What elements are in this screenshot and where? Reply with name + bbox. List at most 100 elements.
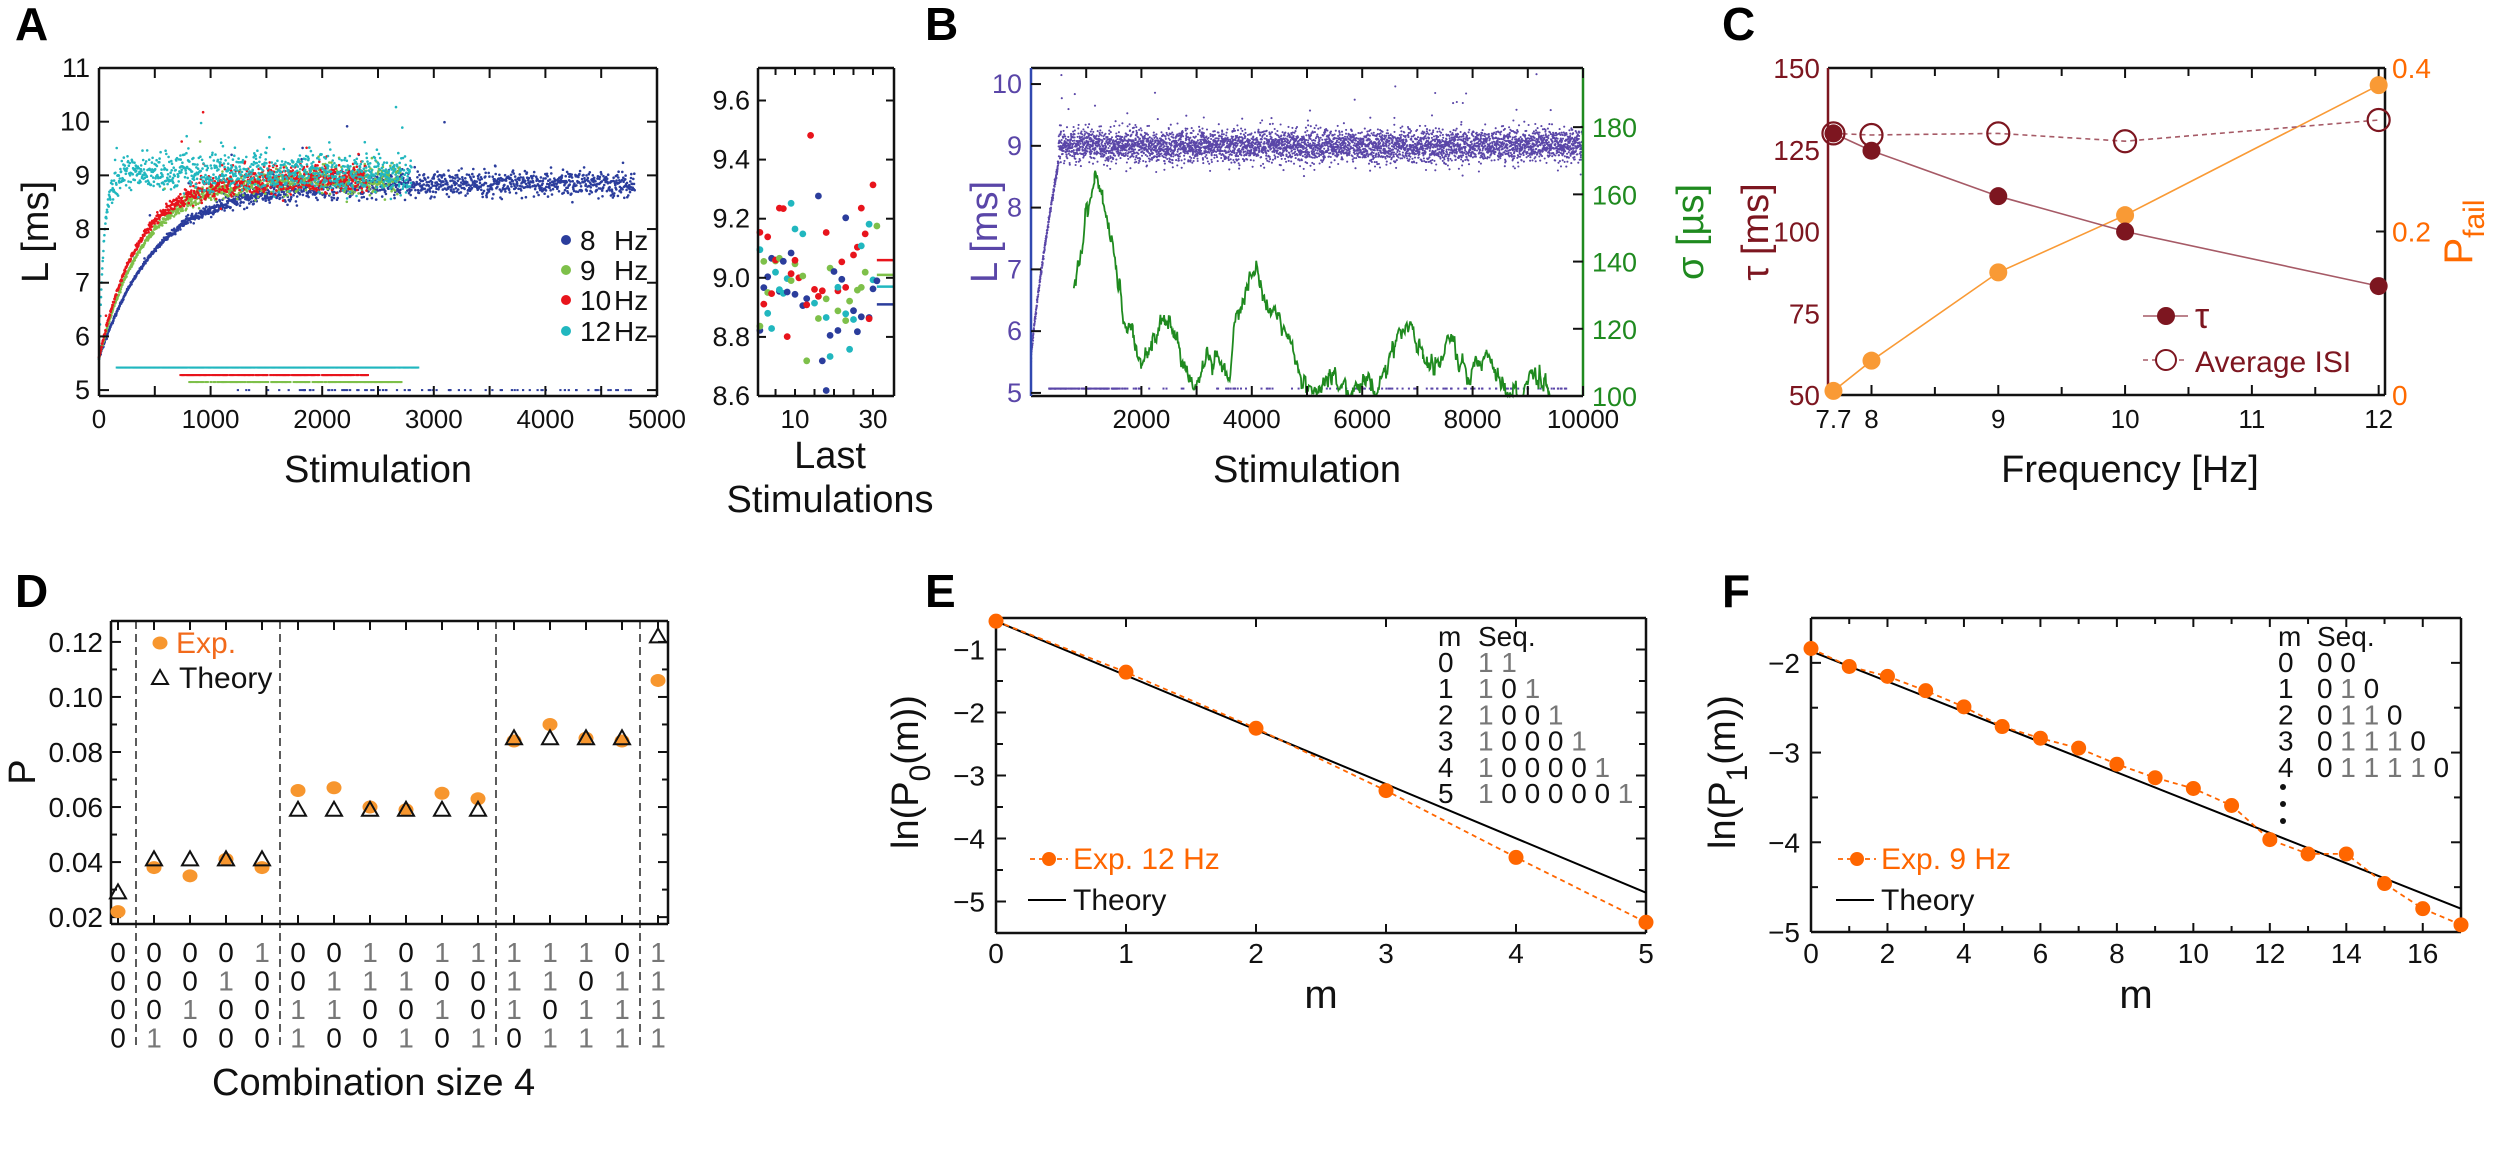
scatter-point-8hz (412, 186, 416, 189)
scatter-point-12hz (258, 160, 261, 164)
scatter-point-8hz (457, 169, 461, 172)
failure-mark-8hz (463, 389, 467, 392)
scatter-point-12hz (161, 175, 164, 178)
scatter-point-8hz (455, 173, 459, 177)
scatter-point-12hz (378, 178, 382, 181)
scatter-point-8hz (390, 175, 393, 178)
scatter-point-12hz (309, 149, 313, 153)
scatter-point-8hz (610, 190, 614, 193)
scatter-point-8hz (453, 177, 457, 180)
scatter-point-12hz (245, 174, 249, 178)
scatter-point-12hz (101, 256, 105, 260)
scatter-point-12hz (277, 191, 281, 194)
scatter-point-8hz (588, 192, 591, 196)
scatter-point-8hz (491, 175, 495, 178)
scatter-point-12hz (367, 165, 371, 168)
scatter-point-8hz (403, 198, 407, 202)
scatter-point-10hz (156, 211, 159, 214)
scatter-point-12hz (320, 185, 323, 188)
scatter-point-10hz (179, 205, 182, 208)
scatter-point-12hz (347, 181, 351, 185)
scatter-point-9hz (321, 191, 324, 195)
scatter-point-12hz (133, 178, 137, 182)
scatter-point-8hz (512, 172, 516, 175)
scatter-point-12hz (257, 178, 261, 181)
scatter-point-12hz (401, 187, 405, 190)
scatter-point-8hz (332, 193, 336, 197)
scatter-point-8hz (399, 188, 402, 192)
scatter-point-9hz (368, 193, 372, 197)
scatter-point-8hz (240, 200, 243, 204)
scatter-point-10hz (345, 175, 349, 178)
scatter-point-10hz (325, 192, 328, 195)
scatter-point-12hz (303, 168, 307, 172)
scatter-point-8hz (557, 190, 561, 193)
scatter-point-8hz (585, 174, 588, 177)
scatter-point-10hz (264, 188, 267, 191)
scatter-point-12hz (194, 182, 198, 186)
scatter-point-12hz (170, 162, 174, 165)
scatter-point-8hz (616, 173, 619, 177)
scatter-point-12hz (282, 147, 286, 151)
scatter-point-12hz (183, 175, 187, 179)
scatter-point-8hz (295, 204, 299, 207)
scatter-point-12hz (222, 177, 225, 180)
scatter-point-9hz (242, 194, 245, 197)
scatter-point-12hz (134, 169, 138, 173)
scatter-point-8hz (527, 176, 531, 180)
scatter-point-8hz (252, 202, 255, 206)
scatter-point-8hz (430, 195, 433, 198)
scatter-point-8hz (472, 175, 475, 178)
scatter-point-12hz (124, 184, 128, 187)
scatter-point-12hz (113, 158, 117, 162)
scatter-point-12hz (264, 158, 268, 161)
scatter-point-8hz (615, 188, 618, 191)
scatter-point-8hz (455, 182, 458, 185)
scatter-point-12hz (252, 163, 255, 167)
scatter-point-8hz (195, 212, 198, 215)
scatter-point-12hz (366, 160, 369, 163)
scatter-point-12hz (308, 146, 311, 149)
scatter-point-12hz (378, 156, 382, 160)
scatter-point-12hz (381, 163, 385, 167)
scatter-point-12hz (356, 181, 359, 184)
scatter-point-12hz (190, 170, 194, 173)
scatter-point-12hz (295, 169, 299, 173)
scatter-point-12hz (219, 157, 223, 161)
scatter-point-12hz (348, 178, 351, 182)
failure-mark-8hz (421, 389, 424, 392)
scatter-point-8hz (595, 185, 598, 188)
scatter-point-8hz (144, 261, 147, 265)
scatter-point-9hz (152, 231, 155, 235)
scatter-point-12hz (357, 170, 361, 174)
scatter-point-12hz (141, 149, 144, 152)
scatter-point-12hz (335, 164, 338, 167)
scatter-point-12hz (324, 157, 328, 160)
scatter-point-12hz (375, 148, 379, 151)
scatter-point-12hz (123, 178, 126, 182)
scatter-point-9hz (186, 204, 189, 208)
scatter-point-8hz (580, 177, 584, 181)
scatter-point-10hz (360, 190, 364, 194)
scatter-point-12hz (353, 178, 357, 182)
scatter-point-8hz (464, 177, 467, 180)
scatter-point-12hz (194, 185, 198, 189)
scatter-point-8hz (349, 194, 352, 198)
scatter-point-10hz (210, 184, 214, 187)
scatter-point-10hz (214, 186, 218, 190)
failure-mark-10hz (252, 374, 255, 377)
scatter-point-12hz (282, 169, 286, 173)
scatter-point-8hz (336, 196, 340, 200)
scatter-point-12hz (236, 183, 239, 187)
scatter-point-10hz (102, 338, 105, 341)
scatter-point-10hz (200, 201, 204, 205)
scatter-point-12hz (220, 179, 223, 182)
scatter-point-12hz (186, 176, 189, 180)
scatter-point-8hz (523, 179, 527, 183)
scatter-point-12hz (293, 182, 297, 186)
scatter-point-8hz (633, 172, 636, 175)
scatter-point-8hz (401, 172, 405, 176)
scatter-point-12hz (349, 165, 352, 168)
scatter-point-8hz (625, 188, 628, 192)
